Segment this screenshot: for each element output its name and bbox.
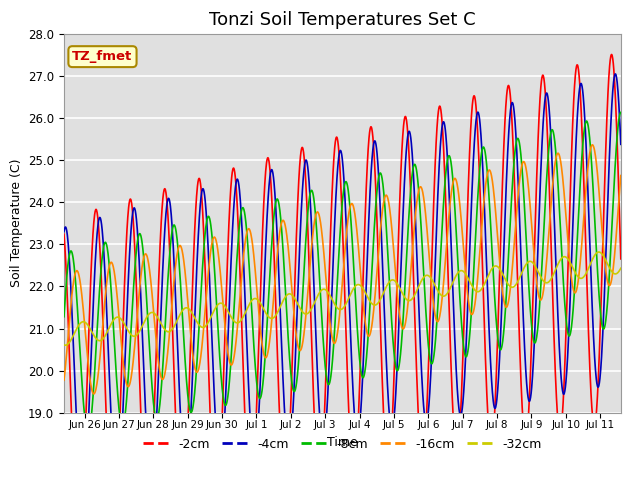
Text: TZ_fmet: TZ_fmet: [72, 50, 132, 63]
Y-axis label: Soil Temperature (C): Soil Temperature (C): [10, 159, 22, 288]
X-axis label: Time: Time: [327, 436, 358, 449]
Title: Tonzi Soil Temperatures Set C: Tonzi Soil Temperatures Set C: [209, 11, 476, 29]
Legend: -2cm, -4cm, -8cm, -16cm, -32cm: -2cm, -4cm, -8cm, -16cm, -32cm: [138, 433, 547, 456]
